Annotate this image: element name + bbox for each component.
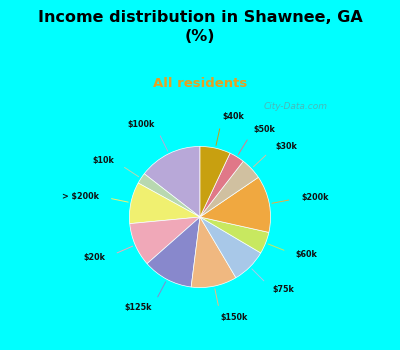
Text: All residents: All residents	[153, 77, 247, 90]
Wedge shape	[147, 217, 200, 287]
Text: $30k: $30k	[275, 142, 297, 151]
Text: $125k: $125k	[124, 303, 152, 313]
Text: $60k: $60k	[296, 250, 318, 259]
Text: $10k: $10k	[92, 156, 114, 165]
Text: Income distribution in Shawnee, GA
(%): Income distribution in Shawnee, GA (%)	[38, 10, 362, 44]
Wedge shape	[130, 183, 200, 224]
Wedge shape	[144, 146, 200, 217]
Wedge shape	[191, 217, 236, 288]
Text: $150k: $150k	[221, 313, 248, 322]
Text: $40k: $40k	[222, 112, 244, 121]
Text: $100k: $100k	[127, 120, 155, 129]
Text: $200k: $200k	[301, 193, 328, 202]
Wedge shape	[138, 174, 200, 217]
Text: $20k: $20k	[84, 253, 106, 262]
Wedge shape	[200, 217, 261, 278]
Text: $75k: $75k	[273, 285, 295, 294]
Wedge shape	[200, 161, 258, 217]
Wedge shape	[130, 217, 200, 264]
Text: City-Data.com: City-Data.com	[264, 102, 328, 111]
Wedge shape	[200, 217, 269, 253]
Text: > $200k: > $200k	[62, 192, 99, 201]
Wedge shape	[200, 153, 243, 217]
Wedge shape	[200, 146, 230, 217]
Wedge shape	[200, 177, 270, 232]
Text: $50k: $50k	[254, 125, 276, 134]
